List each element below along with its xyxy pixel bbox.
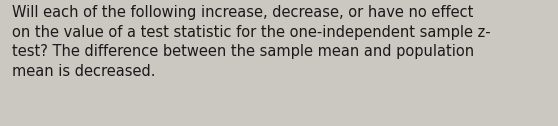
Text: Will each of the following increase, decrease, or have no effect
on the value of: Will each of the following increase, dec… xyxy=(12,5,491,79)
